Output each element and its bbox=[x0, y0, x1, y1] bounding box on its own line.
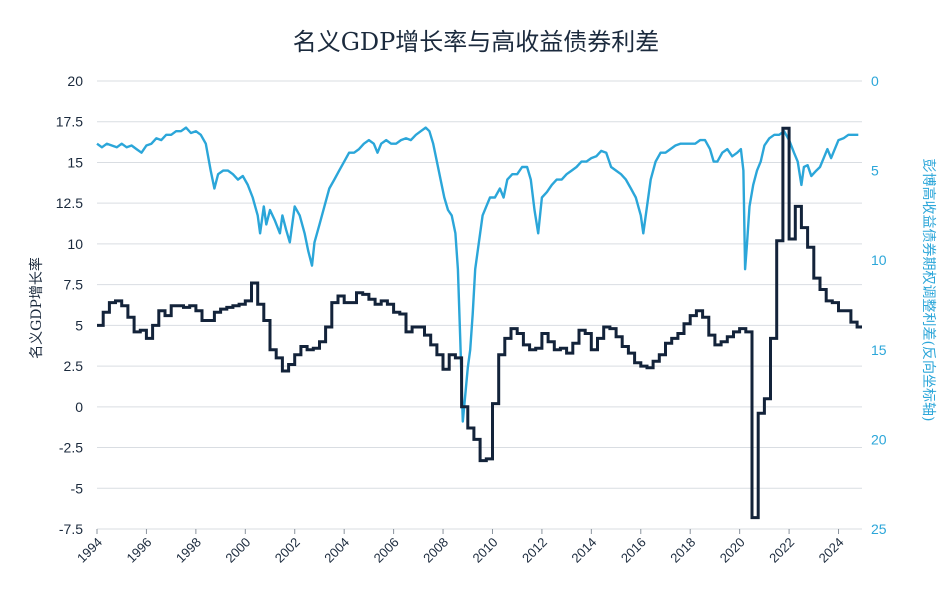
x-tick-label-4: 2002 bbox=[272, 535, 303, 566]
right-axis-ticks: 0 5 10 15 20 25 bbox=[871, 73, 887, 537]
y-tick-left-2: 15 bbox=[67, 154, 83, 170]
x-axis-ticks: 1994 1996 1998 2000 2002 2004 2006 2008 2010 2012… bbox=[74, 529, 847, 566]
y-tick-left-4: 10 bbox=[67, 236, 83, 252]
x-tick-label-7: 2008 bbox=[420, 535, 451, 566]
y-tick-left-5: 7.5 bbox=[64, 277, 84, 293]
y-tick-left-8: 0 bbox=[75, 399, 83, 415]
y-tick-left-6: 5 bbox=[75, 317, 83, 333]
x-tick-label-12: 2018 bbox=[667, 535, 698, 566]
y-tick-right-3: 15 bbox=[871, 342, 887, 358]
y-tick-right-4: 20 bbox=[871, 431, 887, 447]
y-tick-left-0: 20 bbox=[67, 73, 83, 89]
x-tick-label-6: 2006 bbox=[371, 535, 402, 566]
left-axis-ticks: 20 17.5 15 12.5 10 7.5 5 2.5 0 -2.5 -5 -7.5 bbox=[56, 73, 83, 537]
x-tick-label-10: 2014 bbox=[568, 535, 599, 566]
y-tick-right-1: 5 bbox=[871, 163, 879, 179]
x-tick-label-9: 2012 bbox=[519, 535, 550, 566]
x-tick-label-15: 2024 bbox=[816, 535, 847, 566]
chart-title: 名义GDP增长率与高收益债券利差 bbox=[292, 28, 660, 56]
x-tick-label-11: 2016 bbox=[618, 535, 649, 566]
y-tick-left-7: 2.5 bbox=[64, 358, 84, 374]
y-tick-left-1: 17.5 bbox=[56, 114, 83, 130]
x-tick-label-3: 2000 bbox=[222, 535, 253, 566]
x-tick-label-13: 2020 bbox=[717, 535, 748, 566]
x-tick-label-2: 1998 bbox=[173, 535, 204, 566]
y-axis-label-left: 名义GDP增长率 bbox=[28, 257, 45, 359]
series-line-gdp bbox=[97, 126, 862, 520]
x-tick-label-0: 1994 bbox=[74, 535, 105, 566]
y-axis-label-right: 彭博高收益债券期权调整利差(反向坐标轴) bbox=[920, 159, 937, 422]
series-line-spread bbox=[96, 126, 859, 423]
y-tick-right-0: 0 bbox=[871, 73, 879, 89]
x-tick-label-8: 2010 bbox=[470, 535, 501, 566]
y-tick-left-10: -5 bbox=[71, 480, 84, 496]
x-tick-label-14: 2022 bbox=[766, 535, 797, 566]
y-tick-right-5: 25 bbox=[871, 521, 887, 537]
y-tick-left-9: -2.5 bbox=[59, 440, 83, 456]
x-tick-label-5: 2004 bbox=[321, 535, 352, 566]
x-tick-label-1: 1996 bbox=[123, 535, 154, 566]
y-tick-left-11: -7.5 bbox=[59, 521, 83, 537]
y-tick-right-2: 10 bbox=[871, 252, 887, 268]
y-tick-left-3: 12.5 bbox=[56, 195, 83, 211]
